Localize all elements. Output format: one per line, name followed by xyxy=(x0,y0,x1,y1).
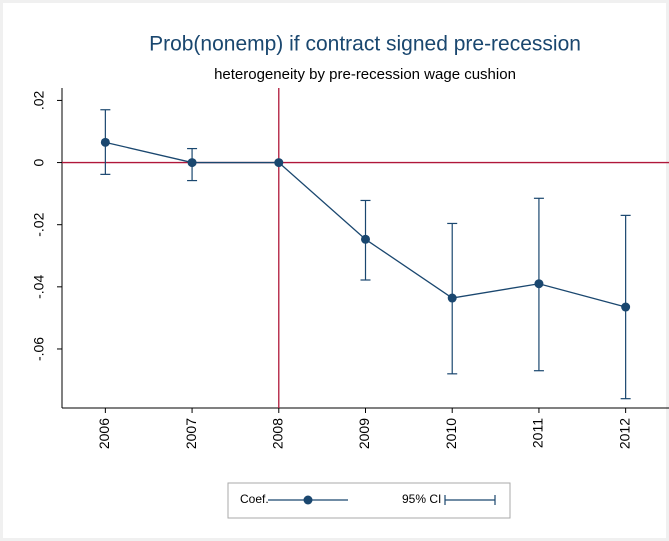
x-tick-label: 2011 xyxy=(530,418,546,448)
coef-marker xyxy=(100,137,110,147)
y-tick-label: -.06 xyxy=(31,337,47,361)
y-tick-label: .02 xyxy=(31,90,47,110)
coef-marker xyxy=(187,158,197,168)
y-tick-label: -.04 xyxy=(31,275,47,299)
y-tick-label: 0 xyxy=(31,158,47,166)
coef-marker xyxy=(621,302,631,312)
legend-label: 95% CI xyxy=(402,492,441,506)
x-tick-label: 2012 xyxy=(616,418,632,449)
legend-marker xyxy=(303,495,313,505)
coef-marker xyxy=(274,158,284,168)
coef-marker xyxy=(361,234,370,244)
x-tick-label: 2008 xyxy=(269,418,285,449)
x-tick-label: 2009 xyxy=(356,418,372,449)
chart-subtitle: heterogeneity by pre-recession wage cush… xyxy=(214,66,516,83)
legend-label: Coef. xyxy=(240,492,269,506)
coef-marker xyxy=(447,293,457,303)
chart-title: Prob(nonemp) if contract signed pre-rece… xyxy=(149,33,581,56)
y-tick-label: -.02 xyxy=(31,212,47,236)
x-tick-label: 2006 xyxy=(96,418,112,449)
x-tick-label: 2007 xyxy=(183,418,199,449)
coef-marker xyxy=(534,279,544,289)
x-tick-label: 2010 xyxy=(443,418,459,449)
